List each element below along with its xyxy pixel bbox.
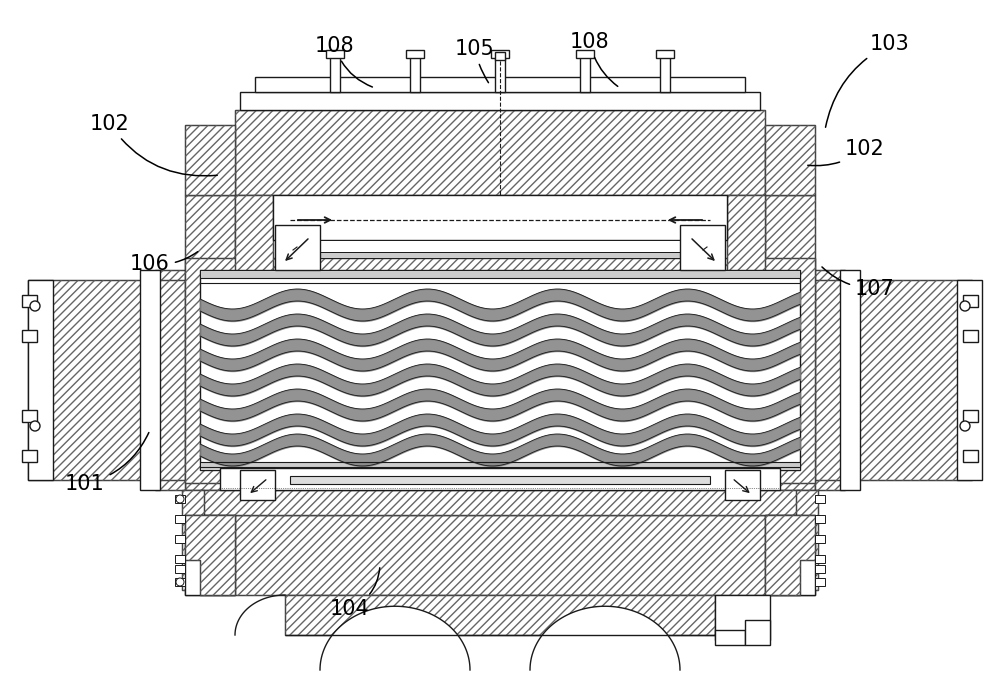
Polygon shape: [326, 50, 344, 58]
Polygon shape: [22, 410, 37, 422]
Text: 102: 102: [90, 114, 217, 176]
Polygon shape: [491, 50, 509, 58]
Polygon shape: [28, 280, 185, 480]
Polygon shape: [175, 535, 185, 543]
Polygon shape: [185, 515, 815, 595]
Polygon shape: [175, 555, 185, 563]
Polygon shape: [406, 50, 424, 58]
Polygon shape: [320, 606, 470, 670]
Polygon shape: [815, 515, 825, 523]
Polygon shape: [200, 490, 800, 515]
Polygon shape: [175, 578, 185, 586]
Polygon shape: [815, 270, 845, 490]
Polygon shape: [495, 52, 505, 60]
Circle shape: [960, 301, 970, 311]
Polygon shape: [410, 55, 420, 92]
Polygon shape: [22, 330, 37, 342]
Polygon shape: [140, 270, 160, 490]
Polygon shape: [530, 606, 680, 670]
Polygon shape: [815, 535, 825, 543]
Polygon shape: [727, 195, 765, 280]
Polygon shape: [765, 195, 815, 490]
Polygon shape: [175, 515, 185, 523]
Polygon shape: [745, 620, 770, 645]
Polygon shape: [290, 252, 710, 258]
Polygon shape: [22, 450, 37, 462]
Polygon shape: [656, 50, 674, 58]
Polygon shape: [240, 470, 275, 500]
Polygon shape: [815, 280, 972, 480]
Polygon shape: [715, 595, 770, 640]
Polygon shape: [963, 450, 978, 462]
Polygon shape: [815, 565, 825, 573]
Text: 108: 108: [570, 32, 618, 86]
Polygon shape: [22, 295, 37, 307]
Polygon shape: [840, 270, 860, 490]
Circle shape: [176, 495, 184, 503]
Polygon shape: [285, 595, 715, 635]
Text: 107: 107: [822, 267, 895, 299]
Text: 102: 102: [808, 139, 885, 166]
Polygon shape: [580, 55, 590, 92]
Polygon shape: [275, 225, 320, 270]
Circle shape: [960, 421, 970, 431]
Polygon shape: [330, 55, 340, 92]
Polygon shape: [765, 515, 815, 595]
Polygon shape: [240, 92, 760, 110]
Text: 101: 101: [65, 432, 149, 494]
Polygon shape: [185, 125, 235, 195]
Circle shape: [30, 301, 40, 311]
Polygon shape: [185, 258, 815, 483]
Text: 105: 105: [455, 39, 495, 83]
Text: 103: 103: [826, 34, 910, 127]
Polygon shape: [175, 495, 185, 503]
Polygon shape: [725, 470, 760, 500]
Polygon shape: [815, 555, 825, 563]
Polygon shape: [815, 578, 825, 586]
Polygon shape: [796, 490, 818, 590]
Circle shape: [30, 421, 40, 431]
Polygon shape: [200, 270, 800, 278]
Polygon shape: [235, 110, 765, 195]
Text: 108: 108: [315, 36, 372, 87]
Polygon shape: [155, 270, 185, 490]
Polygon shape: [680, 225, 725, 270]
Polygon shape: [185, 515, 235, 595]
Polygon shape: [765, 515, 815, 595]
Polygon shape: [175, 565, 185, 573]
Polygon shape: [576, 50, 594, 58]
Polygon shape: [957, 280, 982, 480]
Polygon shape: [182, 490, 204, 590]
Text: 106: 106: [130, 252, 198, 274]
Polygon shape: [715, 630, 745, 645]
Polygon shape: [185, 195, 235, 490]
Polygon shape: [765, 125, 815, 195]
Polygon shape: [200, 270, 800, 470]
Polygon shape: [815, 495, 825, 503]
Polygon shape: [220, 468, 780, 490]
Polygon shape: [495, 55, 505, 92]
Polygon shape: [963, 410, 978, 422]
Polygon shape: [660, 55, 670, 92]
Polygon shape: [290, 476, 710, 484]
Polygon shape: [963, 330, 978, 342]
Circle shape: [176, 578, 184, 586]
Polygon shape: [305, 240, 695, 252]
Polygon shape: [200, 462, 800, 470]
Polygon shape: [963, 295, 978, 307]
Polygon shape: [235, 195, 273, 280]
Polygon shape: [185, 515, 235, 595]
Polygon shape: [273, 195, 727, 240]
Polygon shape: [28, 280, 53, 480]
Polygon shape: [255, 77, 745, 92]
Text: 104: 104: [330, 568, 380, 619]
